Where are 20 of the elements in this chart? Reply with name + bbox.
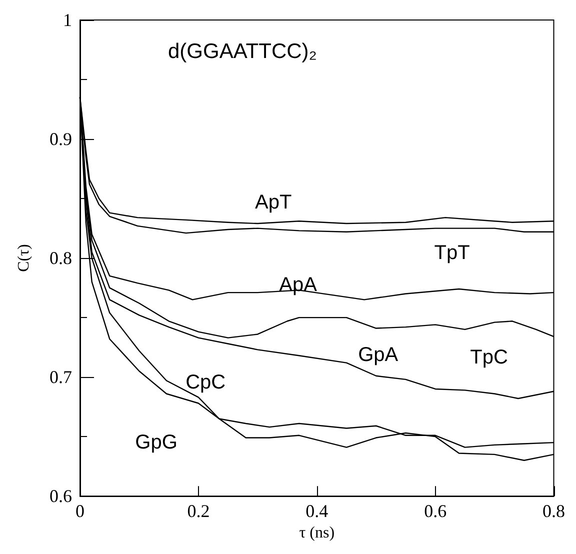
x-tick-label: 0.2	[187, 501, 210, 522]
y-axis-title: C(τ)	[16, 244, 32, 272]
y-tick-label: 1	[63, 10, 72, 30]
series-label: TpC	[470, 346, 508, 369]
y-tick-label: 0.9	[50, 129, 72, 150]
x-axis-title: τ (ns)	[299, 524, 335, 542]
x-tick-label: 0.4	[306, 501, 328, 522]
x-tick-label: 0	[76, 501, 84, 522]
series-label: ApT	[255, 191, 292, 214]
text: d(GGAATTCC)₂	[168, 40, 317, 63]
series-label: GpA	[358, 344, 399, 366]
x-tick-label: 0.6	[424, 501, 447, 522]
series-label: GpG	[135, 432, 178, 454]
series-label: TpT	[434, 242, 470, 264]
x-tick-label: 0.8	[542, 501, 565, 522]
series-label: ApA	[279, 274, 318, 296]
series-label: CpC	[186, 371, 226, 394]
y-tick-label: 0.6	[50, 486, 72, 506]
y-tick-label: 0.8	[50, 248, 72, 268]
y-tick-label: 0.7	[50, 367, 72, 388]
